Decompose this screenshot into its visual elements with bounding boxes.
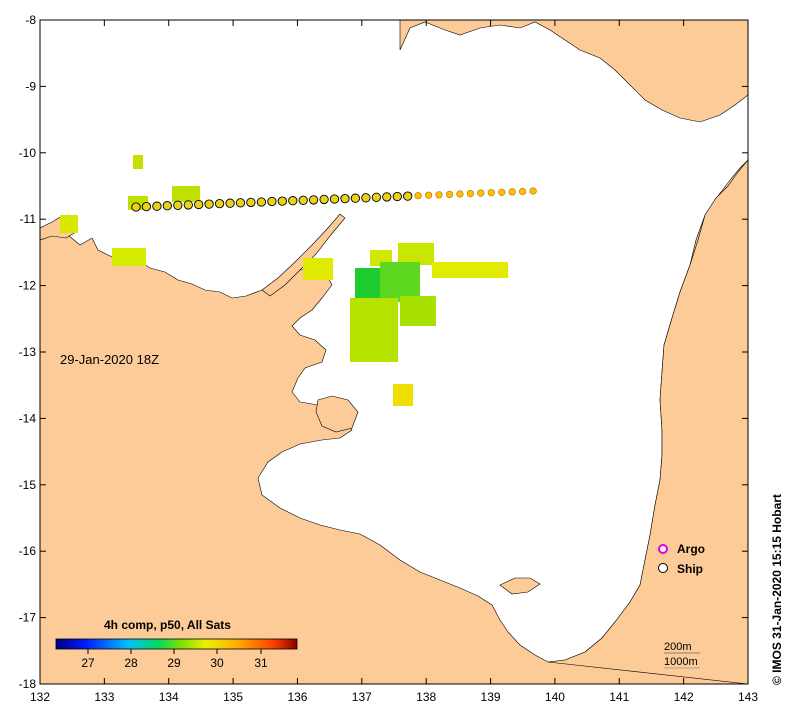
ship-observation-point [204, 199, 214, 209]
ship-observation-point [319, 194, 329, 205]
magenta-circle-icon [658, 544, 668, 554]
ship-observation-point [225, 198, 235, 208]
ship-observation-point [382, 192, 392, 202]
ship-observation-point [529, 187, 537, 195]
ship-observation-point [403, 191, 413, 201]
land-groote [315, 395, 359, 433]
x-tick-label: 132 [30, 690, 50, 704]
ship-observation-point [445, 190, 454, 198]
ship-observation-point [298, 195, 308, 205]
land-wessel [261, 213, 346, 297]
ship-observation-point [435, 191, 443, 199]
y-tick-label: -11 [20, 212, 37, 226]
y-tick-label: -9 [25, 79, 36, 93]
ship-observation-point [487, 189, 495, 197]
ship-observation-point [477, 189, 485, 197]
x-tick-label: 137 [352, 690, 372, 704]
land-cape-york [547, 159, 748, 684]
ship-observation-point [308, 195, 319, 205]
ship-track [131, 187, 537, 212]
ship-observation-point [162, 201, 172, 211]
ship-observation-point [152, 201, 162, 211]
ship-observation-point [141, 201, 152, 212]
x-tick-label: 133 [94, 690, 114, 704]
ship-observation-point [340, 193, 350, 204]
legend: Argo Ship [658, 542, 705, 576]
ship-observation-point [183, 200, 193, 210]
legend-ship-label: Ship [677, 562, 703, 576]
black-circle-icon [658, 563, 668, 573]
ship-observation-point [288, 196, 298, 206]
ship-observation-point [350, 193, 361, 203]
ship-observation-point [256, 197, 267, 207]
ship-observation-point [508, 188, 516, 196]
y-tick-label: -13 [19, 345, 37, 359]
x-tick-label: 140 [545, 690, 565, 704]
x-tick-label: 142 [674, 690, 694, 704]
ship-observation-point [235, 198, 246, 208]
ship-observation-point [466, 190, 475, 198]
x-axis: 132 133 134 135 136 137 138 139 140 141 142 143 [30, 20, 758, 704]
ship-observation-point [371, 192, 382, 202]
colorbar-title: 4h comp, p50, All Sats [104, 618, 231, 632]
y-tick-label: -17 [19, 611, 37, 625]
x-tick-label: 136 [287, 690, 307, 704]
ship-observation-point [361, 193, 371, 203]
depth-200-label: 200m [664, 641, 692, 653]
colorbar-label: 31 [254, 656, 268, 670]
x-tick-label: 141 [609, 690, 629, 704]
ship-observation-point [392, 191, 402, 202]
sst-patches [60, 155, 508, 406]
ship-observation-point [277, 196, 287, 206]
x-tick-label: 143 [738, 690, 758, 704]
ship-observation-point [267, 196, 277, 207]
legend-argo-label: Argo [677, 542, 705, 556]
ship-observation-point [214, 198, 225, 209]
ship-observation-point [414, 192, 422, 200]
ship-observation-point [194, 199, 204, 210]
x-tick-label: 134 [159, 690, 179, 704]
y-tick-label: -12 [19, 279, 37, 293]
ship-observation-point [456, 190, 464, 198]
y-tick-label: -15 [19, 478, 37, 492]
colorbar-label: 27 [81, 656, 95, 670]
colorbar-gradient [55, 638, 298, 650]
colorbar-label: 28 [124, 656, 138, 670]
ship-observation-point [518, 187, 527, 196]
colorbar-label: 30 [210, 656, 224, 670]
y-tick-label: -18 [19, 677, 37, 691]
land-mornington [499, 577, 541, 595]
x-tick-label: 135 [223, 690, 243, 704]
x-tick-label: 139 [481, 690, 501, 704]
ship-observation-point [246, 197, 256, 208]
land-new-guinea [399, 20, 748, 123]
ship-observation-point [329, 194, 340, 204]
land-masses [40, 20, 748, 684]
ship-observation-point [173, 200, 183, 210]
depth-1000-label: 1000m [664, 656, 698, 668]
y-tick-label: -14 [19, 411, 37, 425]
x-tick-label: 138 [416, 690, 436, 704]
ship-observation-point [425, 191, 433, 199]
depth-legend: 200m 1000m [664, 641, 700, 669]
y-axis: -8 -9 -10 -11 -12 -13 -14 -15 -16 -17 -18 [19, 13, 748, 691]
date-label: 29-Jan-2020 18Z [60, 352, 159, 367]
y-tick-label: -10 [19, 146, 37, 160]
ship-observation-point [498, 188, 506, 196]
credit-text: © IMOS 31-Jan-2020 15:15 Hobart [770, 494, 784, 685]
colorbar-label: 29 [167, 656, 181, 670]
y-tick-label: -8 [25, 13, 36, 27]
y-tick-label: -16 [19, 544, 37, 558]
colorbar: 4h comp, p50, All Sats 27 28 29 30 31 [55, 618, 298, 670]
ship-observation-point [131, 202, 141, 212]
